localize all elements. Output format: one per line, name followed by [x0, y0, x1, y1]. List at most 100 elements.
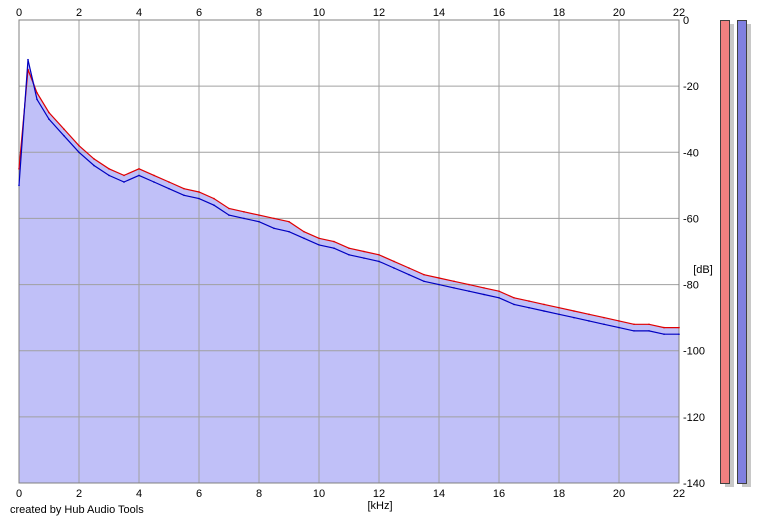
data-point — [378, 254, 380, 256]
data-point — [648, 323, 650, 326]
data-point — [378, 260, 380, 263]
y-tick-label: -140 — [683, 478, 705, 490]
x-tick-label-top: 6 — [196, 7, 202, 19]
data-point — [78, 151, 80, 154]
data-point — [393, 267, 395, 269]
data-point — [123, 174, 125, 177]
data-point — [468, 283, 470, 286]
x-tick-label-top: 22 — [673, 7, 685, 19]
data-point — [438, 277, 440, 279]
y-tick-label: -100 — [683, 346, 705, 358]
credit-text: created by Hub Audio Tools — [10, 504, 144, 516]
series-line-right — [18, 59, 679, 335]
data-point — [498, 297, 500, 299]
data-point — [528, 300, 530, 302]
data-point — [228, 214, 230, 216]
data-point — [183, 194, 185, 197]
data-point — [273, 227, 275, 230]
data-point — [603, 323, 605, 326]
data-point — [408, 273, 410, 276]
x-tick-label-bottom: 12 — [373, 488, 385, 500]
data-point — [453, 287, 455, 289]
data-point — [63, 134, 65, 137]
data-point — [363, 250, 365, 253]
x-axis-top-ticks: 0 2 4 6 8 10 12 14 16 18 20 22 — [16, 7, 685, 19]
right-level-meter — [737, 20, 747, 484]
y-axis-label: [dB] — [693, 264, 713, 276]
x-tick-label-bottom: 16 — [493, 488, 505, 500]
data-point — [18, 184, 20, 187]
data-point — [618, 326, 620, 329]
data-point — [258, 214, 260, 216]
x-tick-label-bottom: 0 — [16, 488, 22, 500]
data-point — [663, 326, 665, 329]
plot-frame — [18, 19, 680, 484]
data-point — [168, 187, 170, 190]
left-level-meter — [720, 20, 730, 484]
x-tick-label-bottom: 22 — [673, 488, 685, 500]
data-point — [588, 320, 590, 322]
data-point — [168, 181, 170, 183]
spectrum-fill-area — [19, 59, 679, 483]
data-point — [588, 313, 590, 316]
x-tick-label-bottom: 10 — [313, 488, 325, 500]
data-point — [348, 254, 350, 256]
data-point — [198, 197, 200, 200]
x-tick-label-bottom: 8 — [256, 488, 262, 500]
chart-grid — [18, 19, 680, 484]
series-line-left — [18, 69, 679, 329]
x-axis-bottom-ticks: 0 2 4 6 8 10 12 14 16 18 20 22 — [16, 488, 685, 500]
data-point — [348, 247, 350, 249]
y-axis-right-ticks: 0 -20 -40 -60 -80 -100 -120 -140 — [683, 15, 705, 490]
data-point — [498, 290, 500, 292]
data-point — [543, 303, 545, 306]
data-point — [678, 326, 680, 329]
y-tick-label: -40 — [683, 147, 699, 159]
data-point — [603, 316, 605, 319]
x-tick-label-bottom: 6 — [196, 488, 202, 500]
data-point — [528, 306, 530, 309]
y-tick-label: -80 — [683, 280, 699, 292]
data-point — [288, 230, 290, 233]
data-point — [243, 211, 245, 213]
x-tick-label-bottom: 20 — [613, 488, 625, 500]
data-point — [423, 280, 425, 283]
data-point — [123, 181, 125, 183]
data-point — [78, 144, 80, 147]
x-tick-label-bottom: 4 — [136, 488, 142, 500]
y-tick-label: -60 — [683, 213, 699, 225]
data-point — [36, 91, 38, 94]
data-point — [48, 111, 50, 114]
data-point — [513, 303, 515, 306]
data-point — [633, 330, 635, 332]
data-point — [573, 310, 575, 312]
data-point — [303, 237, 305, 240]
data-point — [513, 297, 515, 299]
data-point — [213, 197, 215, 200]
data-point — [213, 204, 215, 206]
data-point — [36, 98, 38, 101]
data-point — [558, 313, 560, 316]
data-point — [678, 333, 680, 335]
data-point — [18, 168, 20, 170]
data-point — [153, 174, 155, 177]
x-tick-label-top: 0 — [16, 7, 22, 19]
y-tick-label: -20 — [683, 81, 699, 93]
data-point — [423, 273, 425, 276]
data-point — [288, 220, 290, 223]
data-point — [468, 290, 470, 292]
data-point — [273, 217, 275, 220]
x-axis-label: [kHz] — [367, 500, 392, 512]
data-point — [408, 267, 410, 269]
data-point — [153, 181, 155, 183]
data-point — [243, 217, 245, 220]
data-point — [333, 247, 335, 249]
x-tick-label-bottom: 18 — [553, 488, 565, 500]
x-tick-label-top: 8 — [256, 7, 262, 19]
data-point — [633, 323, 635, 326]
y-tick-label: 0 — [683, 15, 689, 27]
x-tick-label-top: 2 — [76, 7, 82, 19]
data-point — [363, 257, 365, 259]
data-point — [183, 187, 185, 190]
